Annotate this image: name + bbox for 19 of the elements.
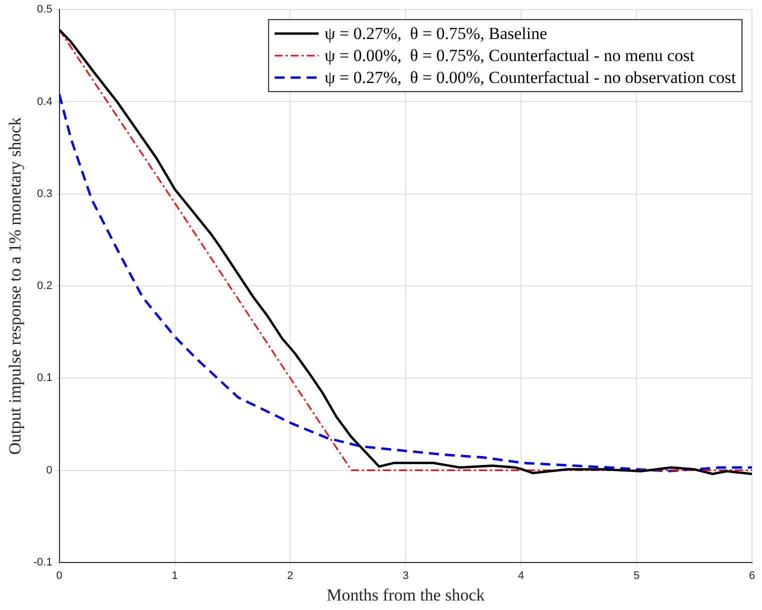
- y-tick-label: 0.4: [37, 96, 52, 108]
- legend-label: ψ = 0.00%, θ = 0.75%, Counterfactual - no menu cost: [324, 46, 695, 66]
- x-tick-label: 3: [402, 570, 409, 582]
- x-tick-label: 5: [633, 570, 640, 582]
- legend-label: ψ = 0.27%, θ = 0.75%, Baseline: [324, 24, 548, 44]
- y-tick-label: 0.3: [37, 188, 52, 200]
- y-tick-label: 0.5: [37, 4, 52, 16]
- y-tick-label: 0: [46, 464, 52, 476]
- y-tick-label: -0.1: [33, 556, 52, 568]
- legend-label: ψ = 0.27%, θ = 0.00%, Counterfactual - no observation cost: [324, 68, 736, 88]
- x-tick-label: 4: [518, 570, 524, 582]
- x-tick-label: 1: [172, 570, 178, 582]
- y-axis-title: Output impulse response to a 1% monetary shock: [6, 116, 25, 455]
- y-tick-label: 0.1: [37, 372, 52, 384]
- x-tick-label: 6: [748, 570, 756, 582]
- x-axis-title: Months from the shock: [326, 585, 486, 604]
- x-tick-label: 0: [56, 570, 62, 582]
- x-tick-label: 2: [287, 570, 294, 582]
- y-tick-label: 0.2: [37, 280, 52, 292]
